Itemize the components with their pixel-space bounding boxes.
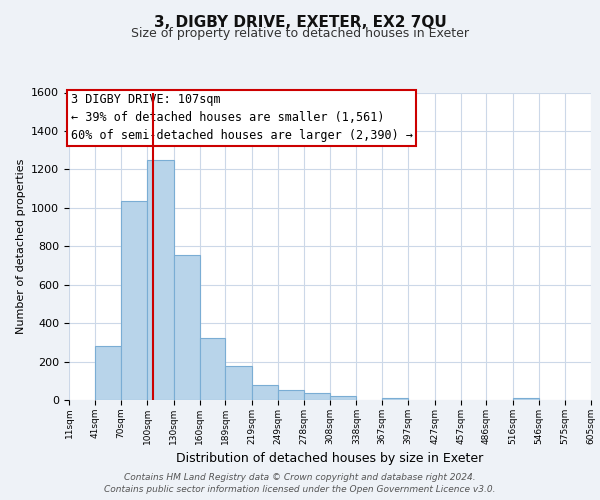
Bar (304, 394, 330, 400)
Bar (382, 398, 408, 400)
Text: Size of property relative to detached houses in Exeter: Size of property relative to detached ho… (131, 28, 469, 40)
Bar (173, 255, 200, 400)
Bar (121, 201, 147, 400)
Bar (226, 366, 252, 400)
Bar (330, 396, 356, 400)
Bar (147, 160, 173, 400)
Text: Contains public sector information licensed under the Open Government Licence v3: Contains public sector information licen… (104, 485, 496, 494)
Text: Contains HM Land Registry data © Crown copyright and database right 2024.: Contains HM Land Registry data © Crown c… (124, 472, 476, 482)
Bar (95, 346, 121, 400)
X-axis label: Distribution of detached houses by size in Exeter: Distribution of detached houses by size … (176, 452, 484, 466)
Text: 3, DIGBY DRIVE, EXETER, EX2 7QU: 3, DIGBY DRIVE, EXETER, EX2 7QU (154, 15, 446, 30)
Bar (513, 398, 539, 400)
Bar (200, 338, 226, 400)
Bar (278, 390, 304, 400)
Bar (252, 384, 278, 400)
Y-axis label: Number of detached properties: Number of detached properties (16, 158, 26, 334)
Text: 3 DIGBY DRIVE: 107sqm
← 39% of detached houses are smaller (1,561)
60% of semi-d: 3 DIGBY DRIVE: 107sqm ← 39% of detached … (71, 93, 413, 142)
